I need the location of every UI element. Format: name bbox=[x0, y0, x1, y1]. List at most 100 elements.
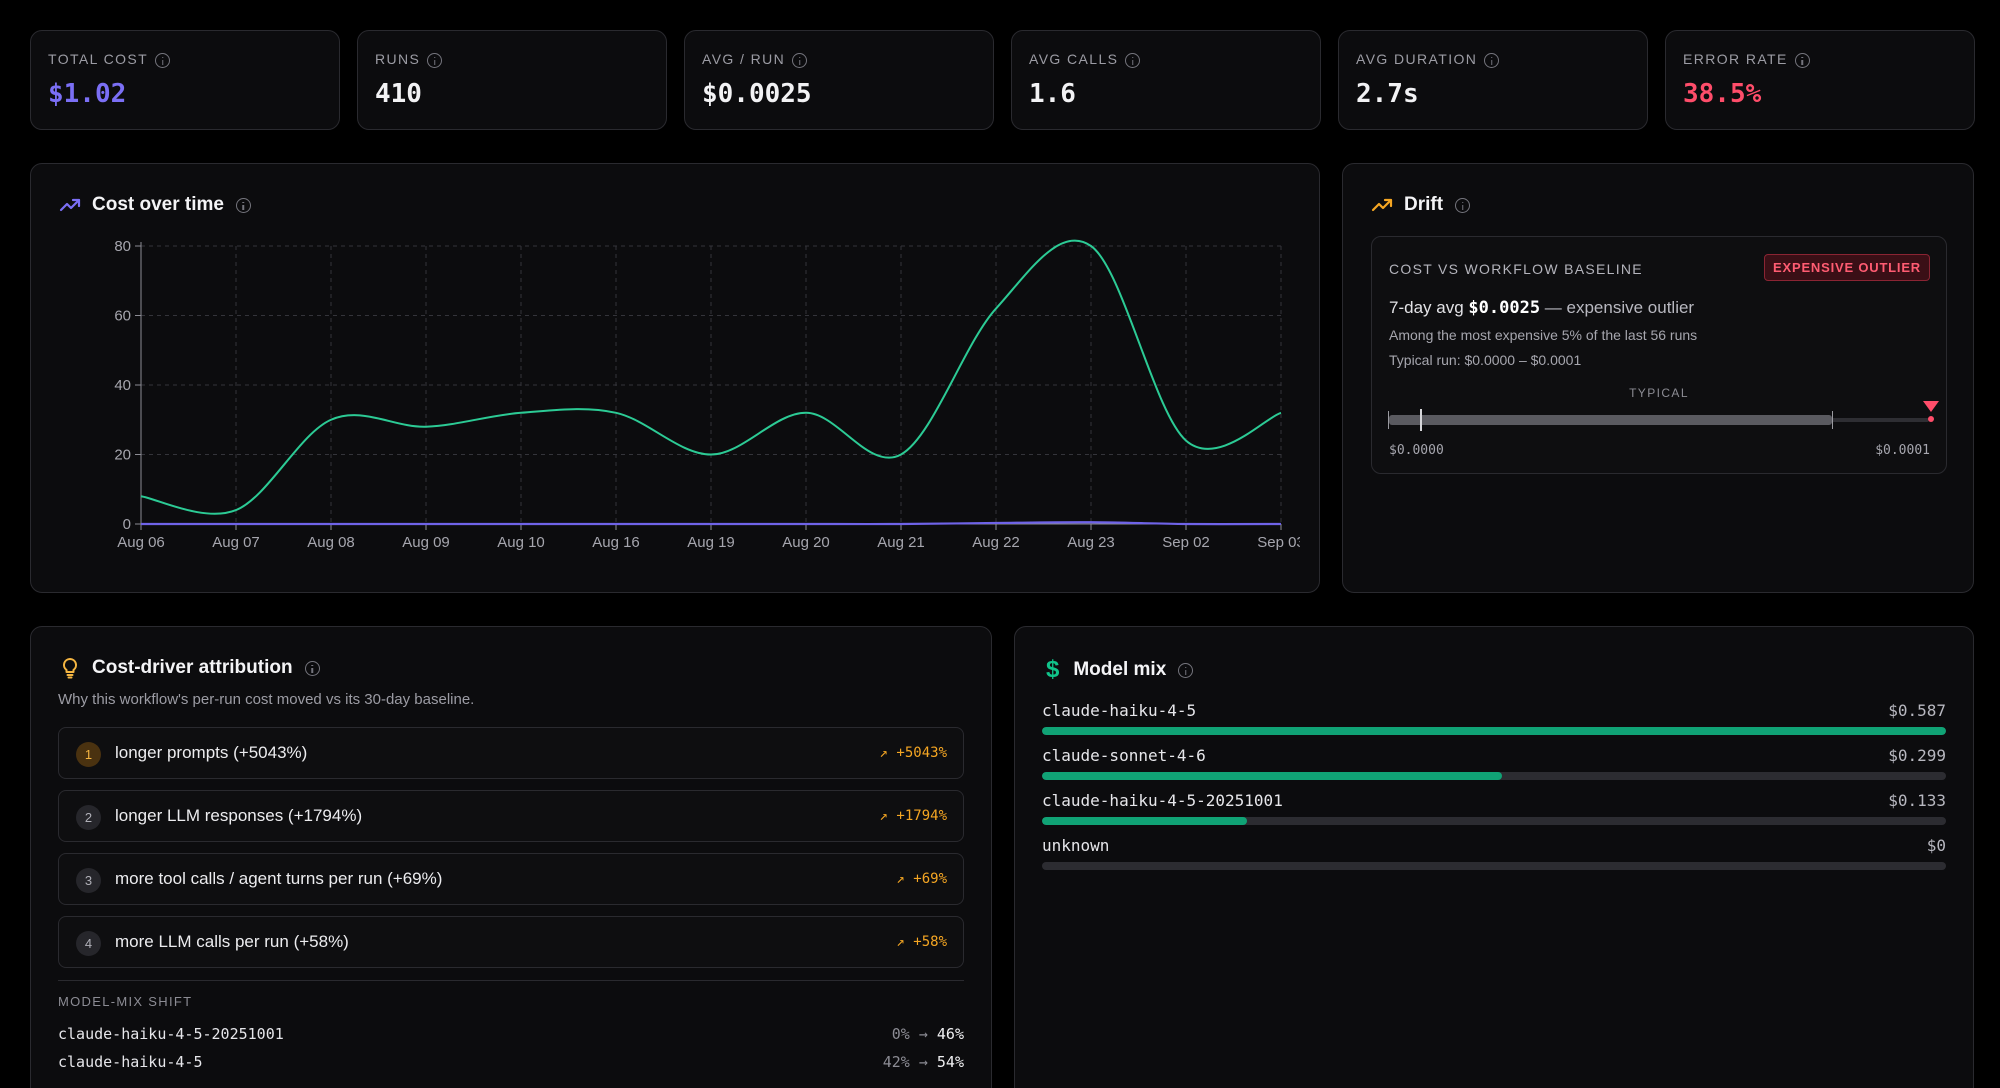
kpi-label: ERROR RATE bbox=[1683, 51, 1788, 67]
attribution-title: Cost-driver attribution bbox=[92, 657, 293, 678]
model-mix-header: $ Model mix bbox=[1042, 656, 1194, 684]
attribution-label: more LLM calls per run (+58%) bbox=[115, 932, 349, 951]
drift-section-label: COST VS WORKFLOW BASELINE bbox=[1389, 261, 1643, 277]
drift-baseline-panel: COST VS WORKFLOW BASELINE EXPENSIVE OUTL… bbox=[1371, 236, 1947, 474]
attribution-row[interactable]: 4 more LLM calls per run (+58%) ↗ +58% bbox=[58, 916, 964, 968]
model-mix-shift-label: MODEL-MIX SHIFT bbox=[58, 994, 193, 1009]
kpi-value: $1.02 bbox=[48, 79, 127, 109]
attribution-row[interactable]: 2 longer LLM responses (+1794%) ↗ +1794% bbox=[58, 790, 964, 842]
x-tick-label: Aug 22 bbox=[972, 534, 1020, 551]
kpi-label: RUNS bbox=[375, 51, 421, 67]
x-tick-label: Aug 23 bbox=[1067, 534, 1115, 551]
drift-avg-suffix: — expensive outlier bbox=[1544, 298, 1695, 317]
x-tick-label: Aug 07 bbox=[212, 534, 260, 551]
kpi-runs: RUNS 410 bbox=[357, 30, 667, 130]
model-share-track bbox=[1042, 862, 1946, 870]
kpi-avg-duration: AVG DURATION 2.7s bbox=[1338, 30, 1648, 130]
info-icon[interactable] bbox=[792, 52, 808, 68]
attribution-row[interactable]: 1 longer prompts (+5043%) ↗ +5043% bbox=[58, 727, 964, 779]
x-tick-label: Aug 10 bbox=[497, 534, 545, 551]
x-tick-label: Sep 02 bbox=[1162, 534, 1210, 551]
info-icon[interactable] bbox=[304, 660, 320, 676]
kpi-avg-run: AVG / RUN $0.0025 bbox=[684, 30, 994, 130]
rank-badge: 3 bbox=[76, 868, 101, 893]
x-tick-label: Aug 21 bbox=[877, 534, 925, 551]
kpi-value: 38.5% bbox=[1683, 79, 1762, 109]
drift-median-marker bbox=[1420, 409, 1422, 431]
drift-range-max: $0.0001 bbox=[1875, 443, 1930, 458]
drift-current-marker bbox=[1923, 401, 1939, 412]
model-mix-card bbox=[1014, 626, 1974, 1088]
arrow-up-right-icon: ↗ bbox=[896, 934, 905, 950]
drift-header: Drift bbox=[1370, 193, 1471, 217]
attribution-label: longer LLM responses (+1794%) bbox=[115, 806, 363, 825]
kpi-label: AVG / RUN bbox=[702, 51, 786, 67]
kpi-error-rate: ERROR RATE 38.5% bbox=[1665, 30, 1975, 130]
attribution-subtitle: Why this workflow's per-run cost moved v… bbox=[58, 691, 475, 708]
x-tick-label: Aug 08 bbox=[307, 534, 355, 551]
model-share-track bbox=[1042, 727, 1946, 735]
model-share-track bbox=[1042, 817, 1946, 825]
model-share-track bbox=[1042, 772, 1946, 780]
drift-avg-line: 7-day avg $0.0025 — expensive outlier bbox=[1389, 298, 1694, 318]
attribution-header: Cost-driver attribution bbox=[58, 656, 320, 680]
attribution-label: more tool calls / agent turns per run (+… bbox=[115, 869, 443, 888]
model-name: claude-haiku-4-5-20251001 bbox=[1042, 791, 1283, 810]
model-share-bar bbox=[1042, 817, 1248, 825]
arrow-up-right-icon: ↗ bbox=[896, 871, 905, 887]
model-cost: $0.299 bbox=[1888, 746, 1946, 765]
rank-badge: 1 bbox=[76, 742, 101, 767]
x-tick-label: Sep 03 bbox=[1257, 534, 1300, 551]
shift-model: claude-haiku-4-5 bbox=[58, 1053, 203, 1071]
kpi-label: AVG DURATION bbox=[1356, 51, 1478, 67]
info-icon[interactable] bbox=[235, 197, 251, 213]
info-icon[interactable] bbox=[427, 52, 443, 68]
x-tick-label: Aug 19 bbox=[687, 534, 735, 551]
x-tick-label: Aug 20 bbox=[782, 534, 830, 551]
model-share-bar bbox=[1042, 772, 1503, 780]
arrow-up-right-icon: ↗ bbox=[879, 808, 888, 824]
y-tick-label: 40 bbox=[114, 377, 131, 394]
series-line-0 bbox=[140, 239, 1282, 515]
kpi-label: TOTAL COST bbox=[48, 51, 149, 67]
drift-range-min: $0.0000 bbox=[1389, 443, 1444, 458]
model-name: unknown bbox=[1042, 836, 1110, 855]
model-cost: $0.133 bbox=[1888, 791, 1946, 810]
attribution-row[interactable]: 3 more tool calls / agent turns per run … bbox=[58, 853, 964, 905]
attribution-delta: ↗ +58% bbox=[896, 934, 947, 950]
y-tick-label: 20 bbox=[114, 447, 131, 464]
info-icon[interactable] bbox=[1455, 197, 1471, 213]
y-tick-label: 80 bbox=[114, 238, 131, 255]
drift-range-end-tick bbox=[1832, 411, 1833, 429]
shift-values: 0% → 46% bbox=[891, 1025, 964, 1043]
attribution-delta: ↗ +69% bbox=[896, 871, 947, 887]
model-name: claude-sonnet-4-6 bbox=[1042, 746, 1206, 765]
drift-title: Drift bbox=[1404, 194, 1444, 215]
y-tick-label: 60 bbox=[114, 308, 131, 325]
model-share-bar bbox=[1042, 727, 1946, 735]
info-icon[interactable] bbox=[155, 52, 171, 68]
info-icon[interactable] bbox=[1794, 52, 1810, 68]
kpi-avg-calls: AVG CALLS 1.6 bbox=[1011, 30, 1321, 130]
drift-range-start-tick bbox=[1388, 411, 1389, 429]
info-icon[interactable] bbox=[1125, 52, 1141, 68]
drift-line1: Among the most expensive 5% of the last … bbox=[1389, 327, 1698, 343]
drift-line2: Typical run: $0.0000 – $0.0001 bbox=[1389, 352, 1582, 368]
expensive-outlier-badge: EXPENSIVE OUTLIER bbox=[1764, 254, 1930, 281]
cost-chart-header: Cost over time bbox=[58, 193, 251, 217]
model-cost: $0 bbox=[1926, 836, 1946, 855]
divider bbox=[58, 980, 964, 981]
shift-model: claude-haiku-4-5-20251001 bbox=[58, 1025, 284, 1043]
drift-typical-range bbox=[1389, 415, 1832, 425]
x-tick-label: Aug 16 bbox=[592, 534, 640, 551]
info-icon[interactable] bbox=[1484, 52, 1500, 68]
y-tick-label: 0 bbox=[123, 516, 131, 533]
kpi-value: $0.0025 bbox=[702, 79, 812, 109]
arrow-up-right-icon: ↗ bbox=[879, 745, 888, 761]
lightbulb-icon bbox=[62, 657, 78, 679]
kpi-value: 1.6 bbox=[1029, 79, 1076, 109]
info-icon[interactable] bbox=[1178, 662, 1194, 678]
trending-up-icon bbox=[59, 198, 81, 212]
attribution-delta: ↗ +1794% bbox=[879, 808, 947, 824]
model-cost: $0.587 bbox=[1888, 701, 1946, 720]
